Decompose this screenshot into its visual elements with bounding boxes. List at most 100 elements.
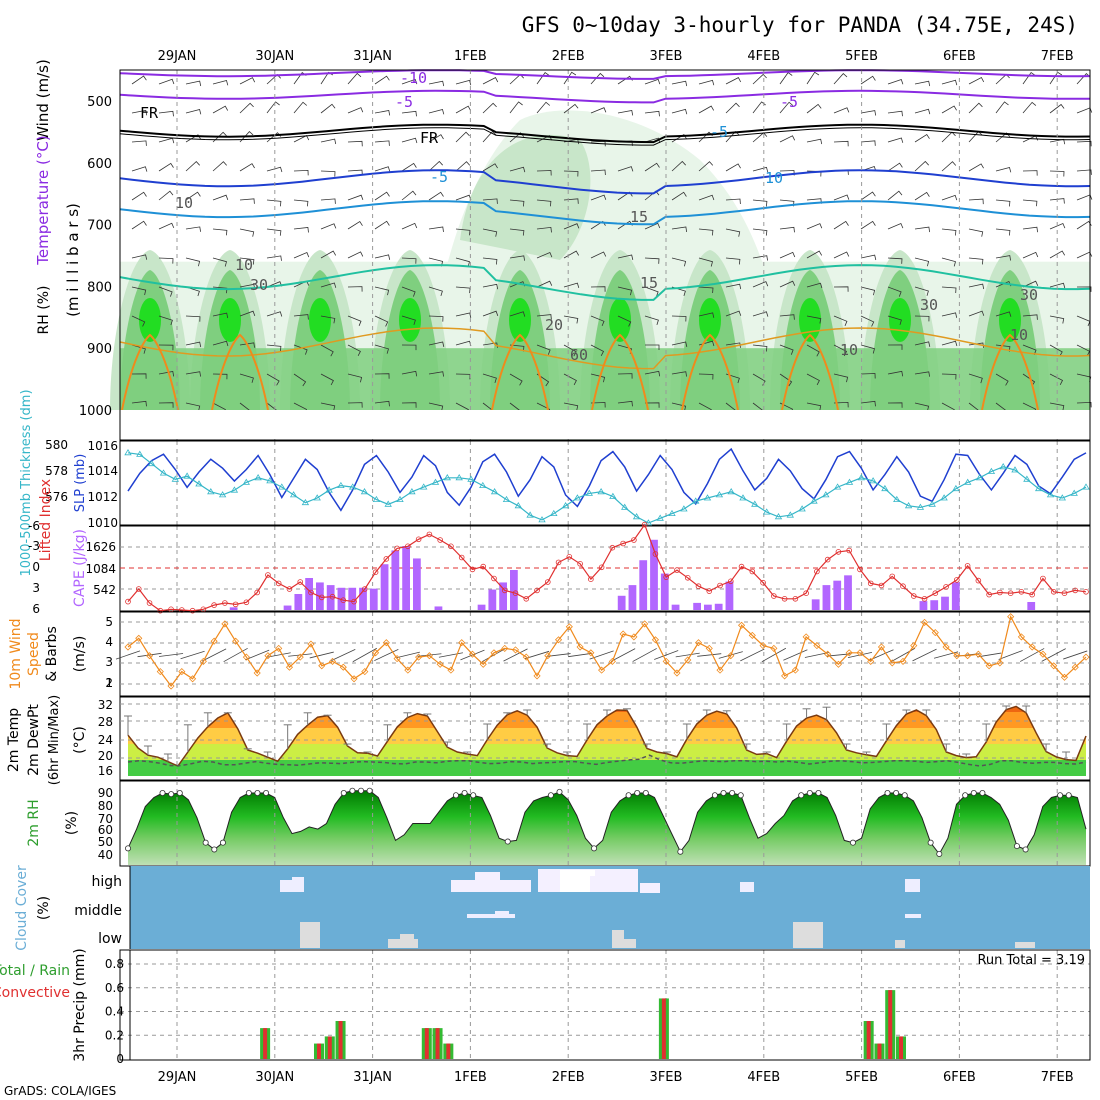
wind-barb <box>1022 199 1038 207</box>
wind-barb <box>185 341 202 348</box>
thickness-marker <box>171 475 180 482</box>
thickness-marker <box>727 488 735 495</box>
contour-label: -5 <box>710 123 728 141</box>
rh-marker <box>452 792 459 799</box>
cloud-fraction-block <box>590 876 615 892</box>
wind-barb <box>914 191 930 201</box>
wind-barb <box>887 286 902 297</box>
wind-barb <box>887 370 904 377</box>
wind-speed-marker <box>737 621 746 629</box>
thickness-marker <box>408 488 416 495</box>
isotherm-25-spike <box>981 333 1039 411</box>
wind-barb <box>590 286 606 292</box>
wind-barb <box>347 344 361 356</box>
wind-barb <box>185 257 201 267</box>
wind-speed-marker <box>210 637 218 645</box>
wind-speed-marker <box>791 666 799 674</box>
rh-marker <box>366 787 373 794</box>
cape-bar <box>951 582 960 610</box>
cape-bar <box>499 582 507 610</box>
rh-marker <box>202 839 209 846</box>
thickness-marker <box>337 481 345 488</box>
rh-marker <box>970 790 977 797</box>
rh-marker <box>176 790 183 797</box>
wind-barb <box>644 315 659 326</box>
wind-barb <box>590 194 607 201</box>
wind-barb <box>401 78 418 85</box>
thickness-marker <box>514 502 523 509</box>
wind-barb <box>266 228 282 236</box>
wind-speed-marker <box>953 652 961 660</box>
li-marker <box>674 567 680 573</box>
wind-speed-marker <box>350 675 358 683</box>
wind-speed-marker <box>221 620 229 628</box>
wind-barb <box>617 166 634 172</box>
rh-marker <box>884 790 891 797</box>
wind-speed-marker <box>813 642 821 650</box>
contour-label: 15 <box>640 274 658 292</box>
wind-speed-marker <box>415 653 423 661</box>
wind-barb-10m <box>159 653 184 657</box>
wind-barb <box>455 257 470 267</box>
wind-barb <box>833 401 849 408</box>
wind-barb <box>914 315 930 322</box>
wind-barb <box>482 257 498 265</box>
wind-speed-marker <box>1017 633 1025 641</box>
thickness-marker <box>904 502 913 509</box>
li-marker <box>1072 587 1079 594</box>
wind-barb <box>752 166 769 173</box>
wind-barb <box>266 101 280 114</box>
cloud-fraction-block <box>475 872 500 892</box>
li-marker <box>631 537 637 543</box>
wind-barb <box>725 163 741 172</box>
wind-barb <box>455 131 470 143</box>
wind-barb <box>212 228 228 236</box>
rh-marker <box>591 845 598 852</box>
wind-speed-marker <box>1039 650 1047 658</box>
li-marker <box>910 593 917 599</box>
rh-shade-core <box>460 134 591 260</box>
cape-bar <box>294 594 303 610</box>
thickness-marker <box>916 503 925 510</box>
wind-barb <box>239 373 254 383</box>
wind-barb <box>239 102 254 114</box>
wind-barb <box>860 254 877 261</box>
wind-barb <box>536 101 551 114</box>
x-tick-top: 31JAN <box>353 49 392 64</box>
thickness-marker <box>147 459 156 467</box>
wind-barb-10m <box>180 650 205 660</box>
wind-barb <box>239 198 255 204</box>
li-marker <box>1018 588 1025 595</box>
wind-speed-marker <box>393 655 401 663</box>
wind-barb-10m <box>309 651 334 659</box>
wind-barb <box>266 255 282 261</box>
li-marker <box>1007 590 1014 596</box>
y-tick: 2 <box>105 676 113 690</box>
wind-barb <box>644 257 660 264</box>
wind-barb <box>698 79 715 86</box>
wind-barb <box>131 109 148 116</box>
wind-barb <box>1076 220 1092 230</box>
li-marker <box>717 582 723 589</box>
thickness-marker <box>550 509 558 516</box>
li-marker <box>448 543 454 550</box>
thickness-marker <box>230 486 239 493</box>
thickness-marker <box>739 494 747 501</box>
cape-bar <box>930 600 939 610</box>
li-marker <box>684 574 691 581</box>
wind-barb <box>131 220 147 230</box>
thickness-marker <box>538 516 546 523</box>
ylabel-temp-b: 2m DewPt <box>26 704 42 776</box>
wind-speed-marker <box>285 663 294 671</box>
wind-barb-10m <box>395 651 420 659</box>
wind-barb <box>428 402 444 412</box>
wind-speed-marker <box>705 644 713 652</box>
rh-shade-boundary <box>120 348 1090 410</box>
li-marker <box>588 576 594 582</box>
wind-speed-marker <box>178 668 186 676</box>
thickness-marker <box>751 500 759 507</box>
wind-barb <box>725 257 741 265</box>
cloud-fraction-block <box>905 879 920 892</box>
li-marker <box>222 600 228 606</box>
wind-barb <box>293 314 309 320</box>
